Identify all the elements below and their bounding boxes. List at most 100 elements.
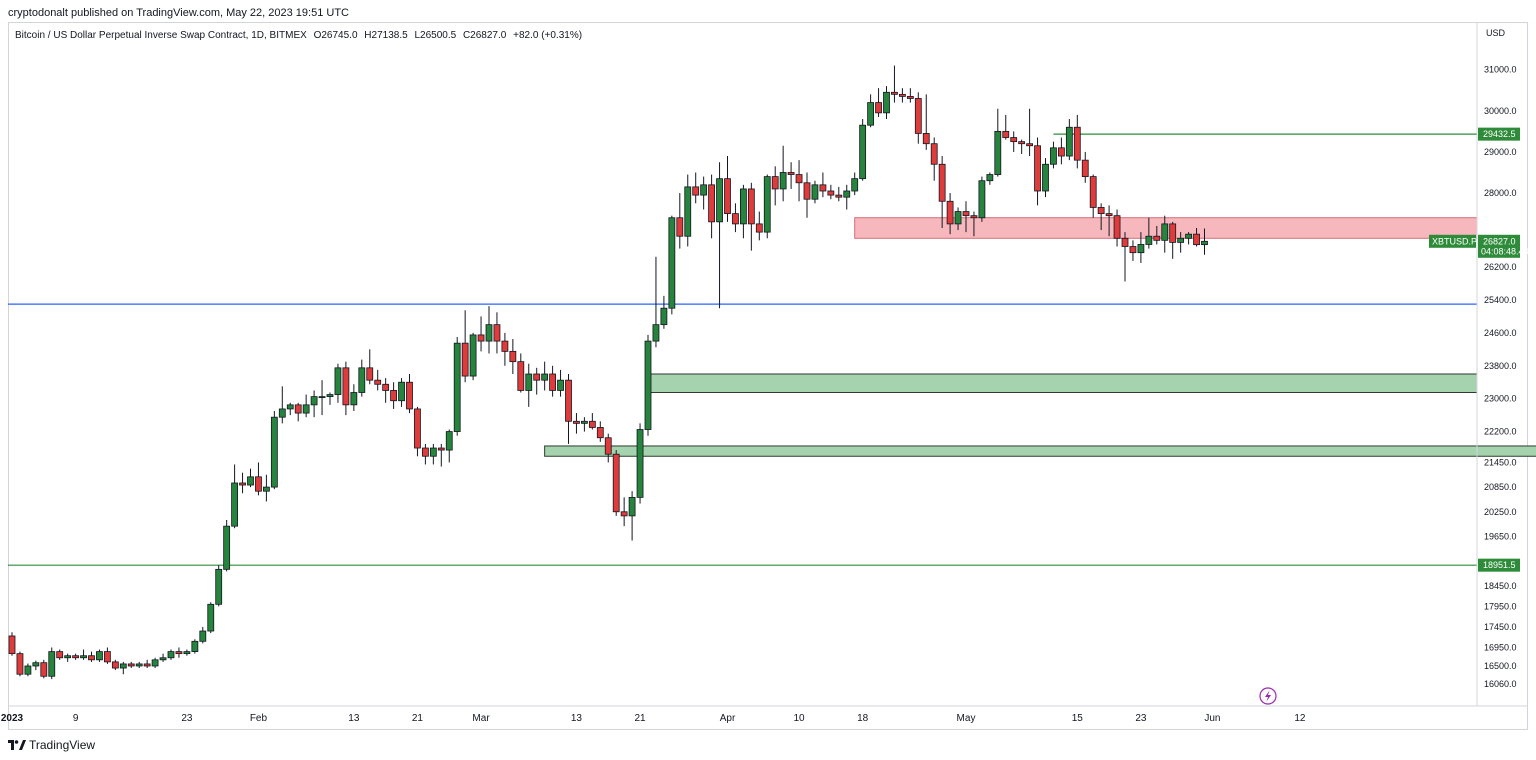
candle-body-down <box>747 188 755 225</box>
candle-body-down <box>970 215 978 219</box>
candle <box>891 65 898 103</box>
candle <box>779 145 787 202</box>
candle-body-up <box>96 651 103 661</box>
candle-body-down <box>1073 126 1081 161</box>
symbol-name: Bitcoin / US Dollar Perpetual Inverse Sw… <box>15 30 307 41</box>
candle-body-up <box>80 655 87 659</box>
candle-body-down <box>1169 223 1177 243</box>
candle <box>239 472 246 494</box>
price-tick-label: 21450.0 <box>1484 457 1517 467</box>
price-tag-label: 18951.5 <box>1483 560 1516 570</box>
candle-body-down <box>1002 130 1010 138</box>
candle-body-down <box>414 408 421 449</box>
candle <box>652 256 660 348</box>
change-value: +82.0 (+0.31%) <box>513 30 583 41</box>
candle <box>1050 141 1057 169</box>
candle <box>1193 228 1200 247</box>
candle <box>286 402 294 416</box>
candle <box>485 306 493 354</box>
candle-body-down <box>692 186 700 196</box>
candle-body-down <box>724 178 731 215</box>
footer-brand[interactable]: TradingView <box>29 738 96 752</box>
candle <box>16 651 24 677</box>
candle <box>8 632 16 656</box>
time-tick-label: 21 <box>634 713 646 724</box>
candle-body-up <box>684 186 692 237</box>
candle-body-up <box>167 651 175 659</box>
candle <box>111 659 119 671</box>
candle-body-up <box>485 324 493 342</box>
time-tick-label: Mar <box>472 713 490 724</box>
candle <box>636 423 644 504</box>
time-tick-label: 23 <box>181 713 193 724</box>
time-tick-label: Jun <box>1204 713 1220 724</box>
candle <box>1153 225 1161 245</box>
candle <box>135 661 143 669</box>
candle <box>1113 209 1121 247</box>
candle <box>390 382 398 409</box>
candle <box>159 653 167 662</box>
candle-body-down <box>1089 176 1097 208</box>
candle <box>255 462 262 496</box>
price-tags: 18951.5 29432.5 XBTUSD.P 26827.004:08:48.48 <box>1259 127 1529 705</box>
candle-body-up <box>119 663 127 669</box>
candle-body-up <box>1177 237 1185 243</box>
candle-body-up <box>1161 223 1169 241</box>
candle-body-down <box>899 93 906 97</box>
candle-body-up <box>183 651 191 655</box>
candle-body-down <box>88 655 95 661</box>
candle-body-up <box>986 174 994 182</box>
time-tick-label: 2023 <box>1 713 24 724</box>
candle-body-up <box>525 373 533 391</box>
candle-body-up <box>716 178 723 223</box>
time-tick-label: 13 <box>571 713 583 724</box>
candle-body-up <box>644 340 652 430</box>
price-tick-label: 30000.0 <box>1484 106 1517 116</box>
candle-body-down <box>1105 213 1113 217</box>
candle <box>40 659 48 679</box>
last-price-tag-bg <box>1478 234 1520 258</box>
candle-body-down <box>1153 235 1161 241</box>
candle <box>668 215 676 315</box>
publish-info: cryptodonalt published on TradingView.co… <box>8 7 349 19</box>
candle-body-down <box>493 324 501 342</box>
candle-body-up <box>1145 235 1153 245</box>
time-tick-label: 18 <box>857 713 869 724</box>
candle-body-down <box>1193 233 1200 246</box>
currency-label: USD <box>1486 28 1506 38</box>
candle-body-up <box>135 663 143 667</box>
candle-body-down <box>946 200 954 225</box>
candle-body-up <box>1185 233 1192 239</box>
candle-body-up <box>557 379 564 391</box>
candle <box>1145 217 1153 249</box>
candle <box>604 433 612 463</box>
candle-body-down <box>596 427 604 439</box>
candle <box>676 193 684 249</box>
countdown-label: 04:08:48.48 <box>1481 246 1529 256</box>
price-tick-label: 23000.0 <box>1484 394 1517 404</box>
candle <box>191 639 199 654</box>
candle <box>1018 139 1026 154</box>
candle <box>437 443 445 467</box>
candle-body-down <box>294 404 302 414</box>
candle-body-up <box>358 367 366 393</box>
candle <box>938 156 946 229</box>
candle-body-up <box>318 396 326 399</box>
candle-body-up <box>151 659 159 667</box>
candle <box>32 660 40 671</box>
candle <box>771 166 779 206</box>
zones-layer <box>544 217 1536 457</box>
candle-body-down <box>1010 137 1018 143</box>
candle-body-up <box>64 655 72 659</box>
price-tick-label: 17950.0 <box>1484 601 1517 611</box>
candle <box>453 336 461 436</box>
candle <box>469 332 477 381</box>
candle-body-up <box>668 217 676 309</box>
candle <box>310 390 318 418</box>
candle-body-down <box>755 223 763 233</box>
candle <box>477 316 485 352</box>
candle <box>930 137 938 181</box>
candle-body-down <box>827 190 835 196</box>
candle <box>72 653 79 660</box>
